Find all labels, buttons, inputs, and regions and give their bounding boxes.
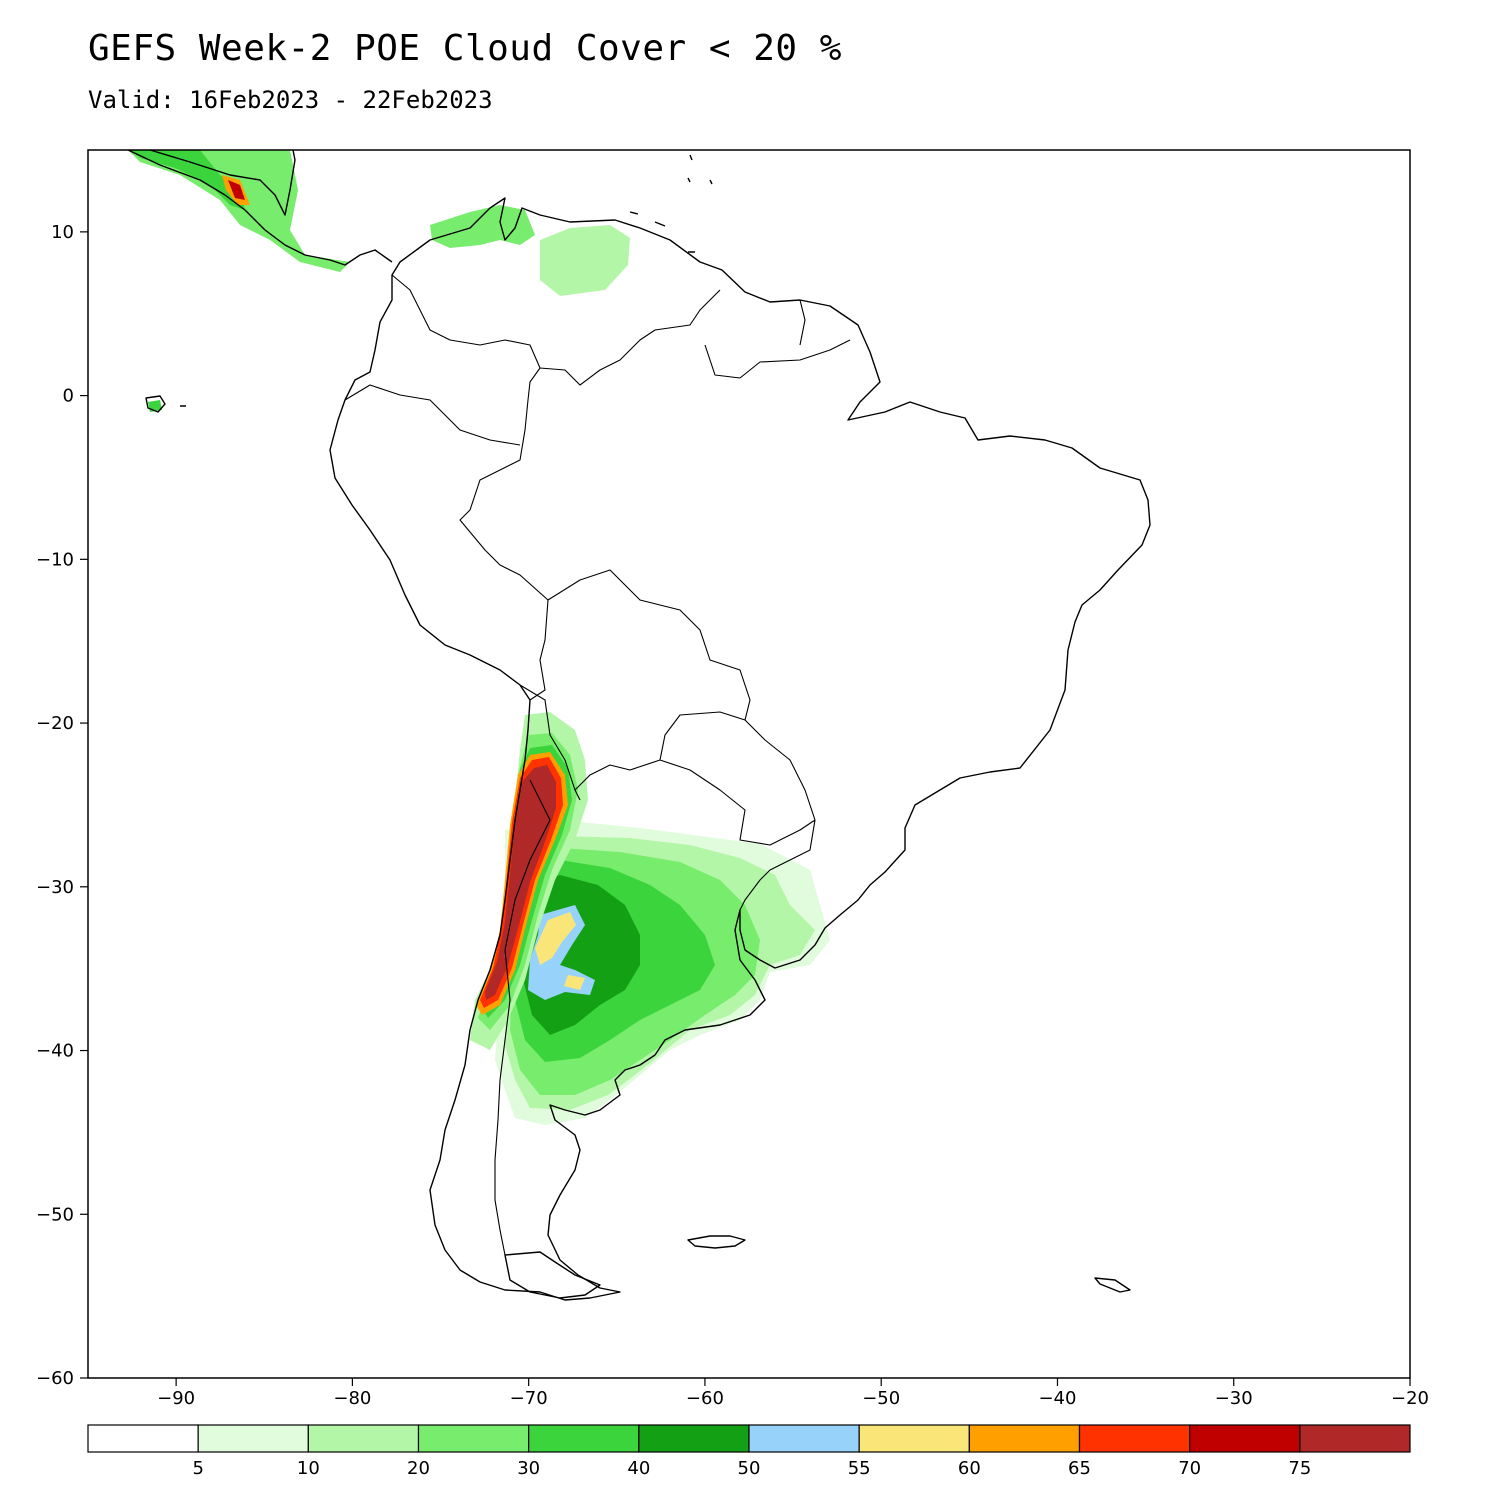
colorbar-label: 10 xyxy=(297,1458,320,1479)
valid-dates: Valid: 16Feb2023 - 22Feb2023 xyxy=(88,86,493,114)
x-tick-label: −80 xyxy=(333,1388,371,1409)
south-georgia xyxy=(1094,1277,1131,1293)
colorbar-label: 70 xyxy=(1178,1458,1201,1479)
colorbar-swatch xyxy=(87,1424,199,1453)
y-tick-label: 10 xyxy=(51,222,74,243)
field-ca-70 xyxy=(228,180,245,200)
y-tick-label: −40 xyxy=(36,1041,74,1062)
longitude-axis: −90 −80 −70 −60 −50 −40 −30 −20 xyxy=(157,1378,1429,1409)
colorbar-swatch xyxy=(748,1424,860,1453)
colorbar-swatch xyxy=(1189,1424,1301,1453)
field-55pct-b xyxy=(564,975,585,990)
colorbar-swatch xyxy=(858,1424,970,1453)
map-title: GEFS Week-2 POE Cloud Cover < 20 % xyxy=(88,28,842,69)
colorbar-label: 5 xyxy=(192,1458,203,1479)
field-carib-20 xyxy=(430,205,535,248)
y-tick-label: −30 xyxy=(36,877,74,898)
colorbar-swatch xyxy=(197,1424,309,1453)
colorbar-swatch xyxy=(968,1424,1081,1453)
y-tick-label: −20 xyxy=(36,713,74,734)
colorbar-label: 50 xyxy=(738,1458,761,1479)
latitude-axis: 10 0 −10 −20 −30 −40 −50 −60 xyxy=(36,222,88,1389)
galapagos-coast xyxy=(145,395,186,413)
colorbar-swatch xyxy=(528,1424,640,1453)
colorbar: 5 10 20 30 40 50 55 60 65 70 75 xyxy=(87,1424,1411,1479)
caribbean-islands xyxy=(629,154,713,253)
y-tick-label: −50 xyxy=(36,1204,74,1225)
x-tick-label: −30 xyxy=(1215,1388,1253,1409)
field-ca-20 xyxy=(128,150,350,272)
x-tick-label: −70 xyxy=(510,1388,548,1409)
colorbar-label: 75 xyxy=(1288,1458,1311,1479)
falkland-islands xyxy=(687,1235,746,1249)
tierra-del-fuego xyxy=(504,1251,601,1299)
y-tick-label: −60 xyxy=(36,1368,74,1389)
probability-shading xyxy=(128,150,830,1125)
south-america-coast xyxy=(329,197,1151,1301)
coastlines xyxy=(127,150,1151,1301)
x-tick-label: −50 xyxy=(862,1388,900,1409)
y-tick-label: −10 xyxy=(36,549,74,570)
plot-frame xyxy=(87,149,1411,1379)
colorbar-label: 55 xyxy=(848,1458,871,1479)
x-tick-label: −20 xyxy=(1391,1388,1429,1409)
colorbar-label: 20 xyxy=(407,1458,430,1479)
x-tick-label: −40 xyxy=(1038,1388,1076,1409)
colorbar-swatch xyxy=(1078,1424,1191,1453)
field-andes-75 xyxy=(485,765,556,1000)
colorbar-swatch xyxy=(417,1424,530,1453)
colorbar-label: 30 xyxy=(517,1458,540,1479)
colorbar-label: 65 xyxy=(1068,1458,1091,1479)
x-tick-label: −60 xyxy=(686,1388,724,1409)
country-borders xyxy=(344,274,851,1256)
field-carib-10 xyxy=(540,225,630,296)
colorbar-swatch xyxy=(1299,1424,1411,1453)
colorbar-swatch xyxy=(307,1424,420,1453)
colorbar-label: 40 xyxy=(627,1458,650,1479)
central-america-coast xyxy=(127,150,393,266)
colorbar-swatch xyxy=(638,1424,750,1453)
y-tick-label: 0 xyxy=(63,386,74,407)
x-tick-label: −90 xyxy=(157,1388,195,1409)
field-55pct xyxy=(535,912,576,965)
colorbar-label: 60 xyxy=(958,1458,981,1479)
